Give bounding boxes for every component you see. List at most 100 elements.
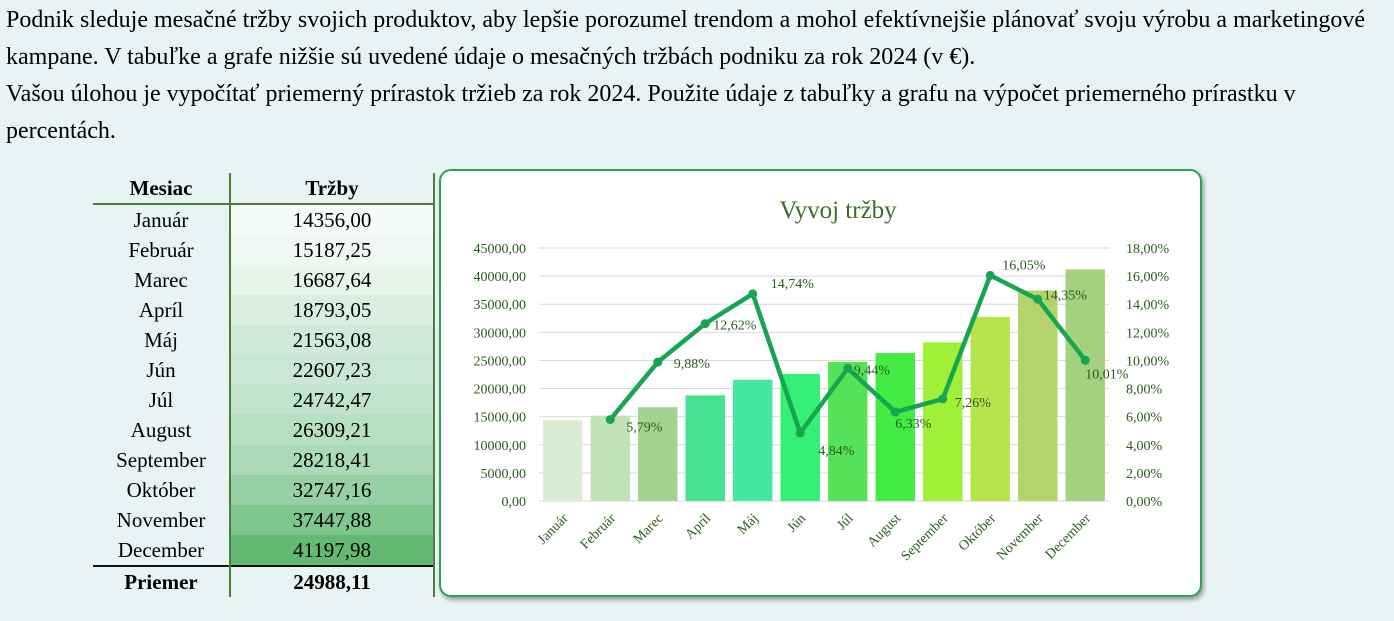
table-row: Máj 21563,08 <box>93 325 435 355</box>
month-cell: September <box>93 445 231 475</box>
x-tick-label: November <box>994 511 1047 564</box>
growth-data-label: 9,44% <box>854 363 891 378</box>
x-tick-label: Január <box>535 511 572 548</box>
month-cell: Apríl <box>93 295 231 325</box>
month-cell: November <box>93 505 231 535</box>
x-tick-label: Február <box>578 511 620 553</box>
month-cell: Január <box>93 204 231 235</box>
growth-point <box>748 289 758 299</box>
sales-cell: 16687,64 <box>230 265 435 295</box>
header-sales: Tržby <box>230 173 435 205</box>
bar <box>543 420 583 501</box>
growth-data-label: 10,01% <box>1085 367 1129 382</box>
table-row: August 26309,21 <box>93 415 435 445</box>
bar <box>590 415 630 501</box>
table-row: Október 32747,16 <box>93 475 435 505</box>
bar <box>875 353 915 501</box>
month-cell: August <box>93 415 231 445</box>
y-right-tick-label: 10,00% <box>1126 354 1170 369</box>
sales-cell: 21563,08 <box>230 325 435 355</box>
bar <box>685 395 725 501</box>
bar <box>733 379 773 501</box>
table-row: Marec 16687,64 <box>93 265 435 295</box>
bar <box>1065 269 1105 501</box>
y-right-tick-label: 2,00% <box>1126 467 1163 482</box>
sales-cell: 28218,41 <box>230 445 435 475</box>
table-row: Júl 24742,47 <box>93 385 435 415</box>
x-tick-label: Marec <box>631 511 667 547</box>
y-right-tick-label: 6,00% <box>1126 411 1163 426</box>
growth-data-label: 4,84% <box>818 444 855 459</box>
month-cell: Júl <box>93 385 231 415</box>
y-left-tick-label: 15000,00 <box>474 411 527 426</box>
x-tick-label: December <box>1043 511 1095 563</box>
table-row: December 41197,98 <box>93 535 435 566</box>
month-cell: Február <box>93 235 231 265</box>
table-row: Január 14356,00 <box>93 204 435 235</box>
month-cell: December <box>93 535 231 566</box>
growth-point <box>938 394 948 404</box>
intro-paragraph-1: Podnik sleduje mesačné tržby svojich pro… <box>6 7 1366 70</box>
x-tick-label: Október <box>956 511 999 554</box>
growth-point <box>700 319 710 329</box>
x-tick-label: Júl <box>834 511 856 533</box>
y-left-tick-label: 35000,00 <box>474 298 527 313</box>
growth-point <box>843 363 853 373</box>
intro-paragraph-2: Vašou úlohou je vypočítať priemerný prír… <box>6 81 1296 144</box>
month-cell: Jún <box>93 355 231 385</box>
intro-text: Podnik sleduje mesačné tržby svojich pro… <box>6 2 1391 150</box>
x-tick-label: Apríl <box>683 511 715 543</box>
sales-cell: 26309,21 <box>230 415 435 445</box>
x-tick-label: August <box>865 511 904 550</box>
table-row: Apríl 18793,05 <box>93 295 435 325</box>
month-cell: Máj <box>93 325 231 355</box>
growth-data-label: 12,62% <box>713 319 757 334</box>
sales-cell: 14356,00 <box>230 204 435 235</box>
growth-point <box>985 270 995 280</box>
y-right-tick-label: 12,00% <box>1126 326 1170 341</box>
x-tick-label: Máj <box>735 511 762 538</box>
bar <box>970 316 1010 501</box>
growth-data-label: 14,35% <box>1044 288 1088 303</box>
sales-cell: 18793,05 <box>230 295 435 325</box>
y-left-tick-label: 30000,00 <box>474 326 527 341</box>
sales-table: Mesiac Tržby Január 14356,00 Február 15187,… <box>93 173 435 597</box>
y-left-tick-label: 5000,00 <box>481 467 527 482</box>
chart-title: Vyvoj tržby <box>779 197 897 224</box>
growth-point <box>890 407 900 417</box>
growth-data-label: 14,74% <box>771 277 815 292</box>
x-tick-label: September <box>899 511 952 564</box>
y-right-tick-label: 18,00% <box>1126 242 1170 257</box>
growth-point <box>653 357 663 367</box>
sales-cell: 41197,98 <box>230 535 435 566</box>
y-left-tick-label: 0,00 <box>502 495 527 510</box>
header-month: Mesiac <box>93 173 231 205</box>
y-left-tick-label: 25000,00 <box>474 354 527 369</box>
footer-value: 24988,11 <box>230 565 435 597</box>
growth-data-label: 9,88% <box>674 357 711 372</box>
growth-point <box>1080 355 1090 365</box>
y-right-tick-label: 4,00% <box>1126 439 1163 454</box>
table-row: Jún 22607,23 <box>93 355 435 385</box>
table-row: November 37447,88 <box>93 505 435 535</box>
growth-data-label: 5,79% <box>626 421 663 436</box>
sales-cell: 24742,47 <box>230 385 435 415</box>
sales-cell: 15187,25 <box>230 235 435 265</box>
y-left-tick-label: 40000,00 <box>474 270 527 285</box>
sales-cell: 32747,16 <box>230 475 435 505</box>
chart-card: Vyvoj tržby 0,00 5000,00 10000,00 15000,00 20… <box>439 169 1202 597</box>
sales-cell: 37447,88 <box>230 505 435 535</box>
footer-label: Priemer <box>93 565 231 597</box>
table-row: September 28218,41 <box>93 445 435 475</box>
growth-point <box>1033 294 1043 304</box>
table-row: Február 15187,25 <box>93 235 435 265</box>
y-right-tick-label: 14,00% <box>1126 298 1170 313</box>
y-right-tick-label: 16,00% <box>1126 270 1170 285</box>
y-left-tick-label: 20000,00 <box>474 383 527 398</box>
growth-point <box>605 415 615 425</box>
y-right-tick-label: 8,00% <box>1126 383 1163 398</box>
bar <box>1018 290 1058 501</box>
growth-data-label: 7,26% <box>955 396 992 411</box>
growth-point <box>795 428 805 438</box>
y-left-tick-label: 45000,00 <box>474 242 527 257</box>
